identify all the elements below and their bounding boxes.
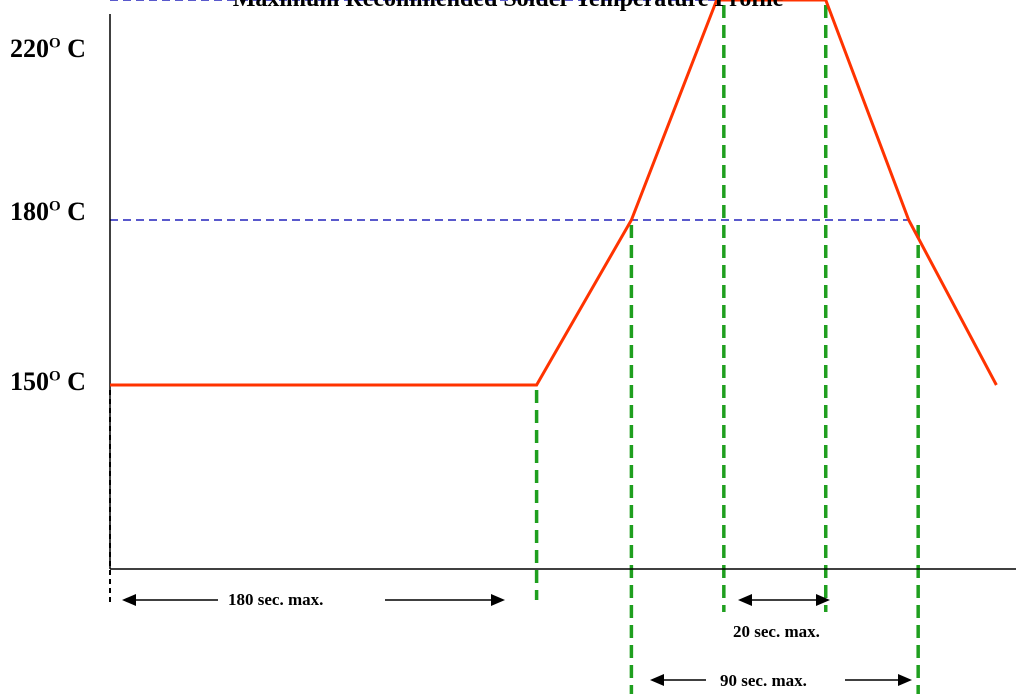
duration-label-20s: 20 sec. max. <box>733 622 820 641</box>
arrow-180s-right-head <box>491 594 505 606</box>
temperature-profile-line <box>110 0 998 387</box>
arrow-90s-right-head <box>898 674 912 686</box>
y-tick-label-180: 180O C <box>10 197 86 226</box>
reference-lines <box>110 0 909 221</box>
duration-label-90s: 90 sec. max. <box>720 671 807 690</box>
time-markers <box>109 5 920 694</box>
duration-arrows <box>122 594 912 686</box>
arrow-180s-left-head <box>122 594 136 606</box>
chart-title: Maximum Recommended Solder Temperature P… <box>0 0 1016 13</box>
arrow-90s-left-head <box>650 674 664 686</box>
arrow-20s-left-head <box>738 594 752 606</box>
arrow-20s-right-head <box>816 594 830 606</box>
duration-label-180s: 180 sec. max. <box>228 590 324 609</box>
y-tick-label-150: 150O C <box>10 367 86 396</box>
y-tick-label-220: 220O C <box>10 34 86 63</box>
